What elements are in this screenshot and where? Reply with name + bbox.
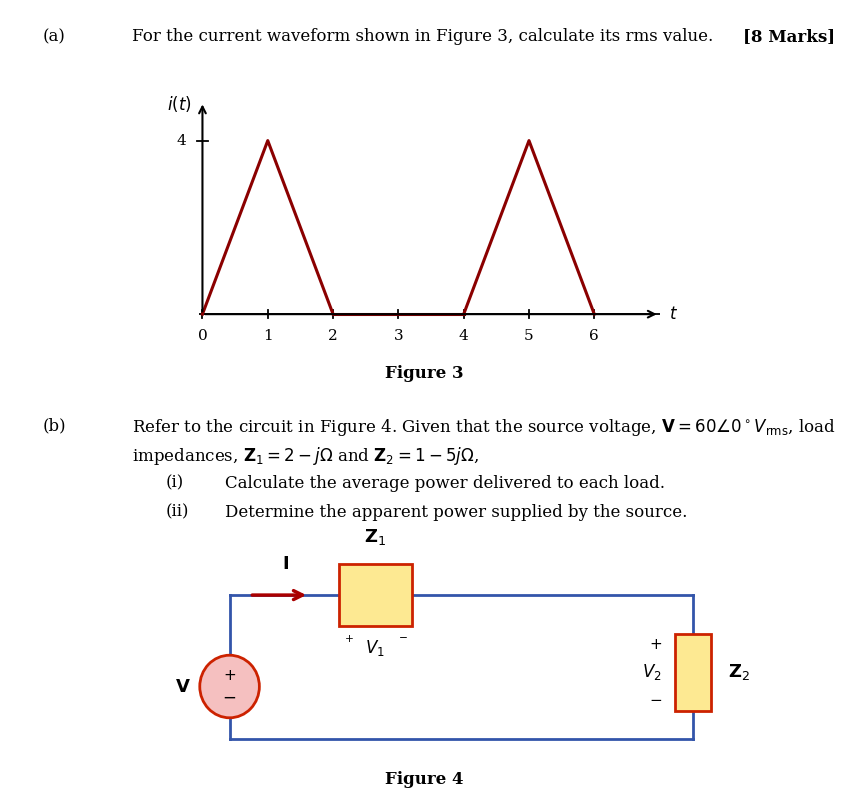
- Text: 3: 3: [394, 330, 403, 343]
- Bar: [675, 634, 711, 711]
- Text: Determine the apparent power supplied by the source.: Determine the apparent power supplied by…: [225, 504, 688, 520]
- Text: (b): (b): [42, 417, 66, 434]
- Bar: [339, 564, 412, 626]
- Text: impedances, $\mathbf{Z}_1 = 2 - j\Omega$ and $\mathbf{Z}_2 = 1 - 5j\Omega$,: impedances, $\mathbf{Z}_1 = 2 - j\Omega$…: [132, 445, 479, 467]
- Text: $\mathbf{I}$: $\mathbf{I}$: [283, 556, 290, 573]
- Text: $V_1$: $V_1$: [365, 638, 385, 658]
- Text: $\mathbf{Z}_1$: $\mathbf{Z}_1$: [364, 527, 386, 547]
- Text: For the current waveform shown in Figure 3, calculate its rms value.: For the current waveform shown in Figure…: [132, 28, 713, 45]
- Text: (ii): (ii): [166, 504, 189, 520]
- Text: 4: 4: [458, 330, 469, 343]
- Text: 4: 4: [177, 134, 186, 148]
- Text: 6: 6: [589, 330, 599, 343]
- Text: $^-$: $^-$: [396, 635, 408, 649]
- Text: Figure 3: Figure 3: [385, 365, 464, 382]
- Text: $-$: $-$: [649, 692, 661, 706]
- Text: [8 Marks]: [8 Marks]: [743, 28, 835, 45]
- Text: (i): (i): [166, 475, 183, 492]
- Text: $^+$: $^+$: [342, 635, 354, 649]
- Text: $+$: $+$: [649, 638, 661, 652]
- Text: 1: 1: [263, 330, 273, 343]
- Text: Figure 4: Figure 4: [385, 771, 464, 788]
- Text: $+$: $+$: [223, 669, 236, 683]
- Text: Calculate the average power delivered to each load.: Calculate the average power delivered to…: [225, 475, 665, 492]
- Text: $V_2$: $V_2$: [642, 662, 661, 682]
- Text: Refer to the circuit in Figure 4. Given that the source voltage, $\mathbf{V} = 6: Refer to the circuit in Figure 4. Given …: [132, 417, 835, 438]
- Text: $-$: $-$: [222, 689, 237, 706]
- Text: 0: 0: [198, 330, 207, 343]
- Text: $i(t)$: $i(t)$: [167, 94, 192, 114]
- Text: (a): (a): [42, 28, 65, 45]
- Text: 5: 5: [524, 330, 534, 343]
- Text: $\mathbf{V}$: $\mathbf{V}$: [175, 678, 191, 695]
- Text: $t$: $t$: [669, 306, 678, 322]
- Text: 2: 2: [329, 330, 338, 343]
- Text: $\mathbf{Z}_2$: $\mathbf{Z}_2$: [728, 662, 750, 682]
- Ellipse shape: [200, 655, 260, 718]
